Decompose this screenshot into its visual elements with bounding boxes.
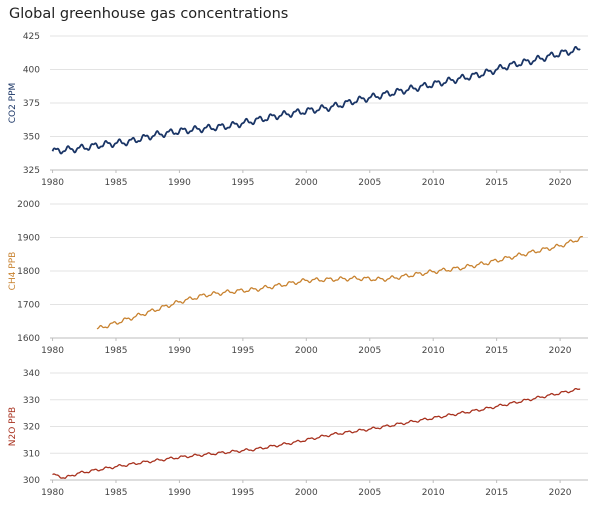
x-tick-label: 1985 — [105, 488, 128, 498]
y-tick-label: 1600 — [17, 334, 40, 344]
x-tick-label: 1995 — [231, 346, 254, 356]
x-tick-label: 2015 — [485, 346, 508, 356]
x-tick-label: 1990 — [168, 346, 191, 356]
x-tick-label: 2000 — [295, 346, 318, 356]
x-tick-label: 2010 — [422, 346, 445, 356]
y-tick-label: 1700 — [17, 301, 40, 311]
y-tick-label: 310 — [23, 449, 40, 459]
y-tick-label: 375 — [23, 99, 40, 109]
y-tick-label: 2000 — [17, 200, 40, 210]
series-line — [96, 235, 584, 330]
y-tick-label: 330 — [23, 396, 40, 406]
x-tick-label: 2000 — [295, 488, 318, 498]
chart-panel-2: 1600 1700 1800 1900 2000 1980 1985 1990 1995 2000… — [8, 200, 588, 356]
y-tick-label: 1900 — [17, 234, 40, 244]
series-line — [52, 387, 581, 479]
page-title: Global greenhouse gas concentrations — [9, 6, 289, 22]
y-tick-label: 340 — [23, 369, 40, 379]
y-tick-label: 325 — [23, 166, 40, 176]
x-tick-label: 2010 — [422, 488, 445, 498]
y-tick-label: 300 — [23, 476, 40, 486]
y-axis-label: CH4 PPB — [8, 252, 18, 291]
x-tick-label: 1985 — [105, 346, 128, 356]
x-tick-label: 1995 — [231, 178, 254, 188]
y-axis-label: CO2 PPM — [8, 83, 18, 124]
x-tick-label: 1990 — [168, 488, 191, 498]
y-tick-label: 400 — [23, 66, 40, 76]
x-tick-label: 2005 — [358, 178, 381, 188]
x-tick-label: 2020 — [549, 346, 572, 356]
series-line — [51, 45, 581, 155]
x-tick-label: 2010 — [422, 178, 445, 188]
x-tick-label: 1980 — [41, 178, 64, 188]
y-tick-label: 320 — [23, 423, 40, 433]
x-tick-label: 2005 — [358, 346, 381, 356]
y-tick-label: 350 — [23, 133, 40, 143]
x-tick-label: 1995 — [231, 488, 254, 498]
x-tick-label: 2015 — [485, 178, 508, 188]
x-tick-label: 1980 — [41, 488, 64, 498]
x-tick-label: 1980 — [41, 346, 64, 356]
x-tick-label: 2005 — [358, 488, 381, 498]
y-axis-label: N2O PPB — [8, 407, 18, 446]
y-tick-label: 425 — [23, 32, 40, 42]
chart-panel-3: 300 310 320 330 340 1980 1985 1990 1995 2000 2005 2… — [8, 369, 588, 498]
x-tick-label: 1990 — [168, 178, 191, 188]
x-tick-label: 1985 — [105, 178, 128, 188]
x-tick-label: 2020 — [549, 178, 572, 188]
x-tick-label: 2000 — [295, 178, 318, 188]
x-tick-label: 2020 — [549, 488, 572, 498]
chart-panel-1: 325 350 375 400 425 1980 1985 1990 1995 2000 2005 2… — [8, 32, 588, 188]
y-tick-label: 1800 — [17, 267, 40, 277]
x-tick-label: 2015 — [485, 488, 508, 498]
